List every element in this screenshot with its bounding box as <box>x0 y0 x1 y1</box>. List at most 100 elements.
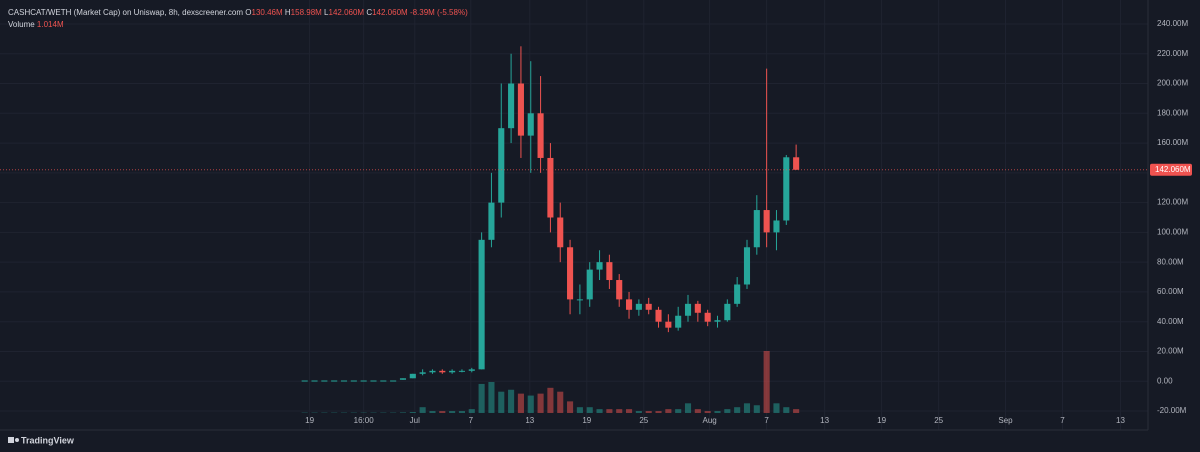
candle-body <box>409 373 416 379</box>
c-label: C <box>366 8 372 17</box>
volume-bar <box>488 382 495 413</box>
brand: TradingView <box>21 435 75 445</box>
volume-bar <box>399 412 407 413</box>
x-tick-label: 25 <box>934 416 943 425</box>
candle-body <box>714 320 721 322</box>
o-value: 130.46M <box>252 8 283 17</box>
o-label: O <box>245 8 251 17</box>
candle-body <box>498 128 505 203</box>
x-tick-label: Jul <box>410 416 420 425</box>
x-tick-label: 13 <box>1116 416 1125 425</box>
last-price-label: 142.060M <box>1155 165 1191 174</box>
volume-bar <box>419 407 426 413</box>
candle-body <box>783 157 790 221</box>
legend-header: CASHCAT/WETH (Market Cap) on Uniswap, 8h… <box>8 8 468 17</box>
candle-body <box>301 380 308 382</box>
x-tick-label: Sep <box>998 416 1013 425</box>
volume-bar <box>783 407 790 413</box>
candle-body <box>439 370 446 373</box>
candle-body <box>527 113 534 136</box>
last-price-tag <box>1150 163 1192 176</box>
candle-body <box>596 262 603 270</box>
l-label: L <box>324 8 329 17</box>
x-tick-label: 13 <box>525 416 534 425</box>
volume-bar <box>468 409 475 413</box>
volume-bar <box>675 409 682 413</box>
candle-body <box>704 312 711 322</box>
volume-bar <box>763 351 770 413</box>
x-tick-label: 19 <box>877 416 886 425</box>
candle-body <box>606 262 613 281</box>
volume-bar <box>665 409 672 413</box>
volume-bar <box>576 407 583 413</box>
volume-bar <box>449 411 456 413</box>
candle-body <box>734 284 741 304</box>
l-value: 142.060M <box>329 8 365 17</box>
candle-body <box>331 380 338 382</box>
candle-body <box>576 299 583 301</box>
volume-bar <box>409 412 416 413</box>
volume-bar <box>714 411 721 413</box>
y-tick-label: 220.00M <box>1157 49 1188 58</box>
candle-body <box>616 280 623 300</box>
candle-body <box>370 380 377 382</box>
candle-body <box>625 299 633 310</box>
brand-logo[interactable]: TradingView <box>8 435 75 445</box>
candle-body <box>586 269 593 300</box>
candle-body <box>399 378 407 380</box>
candle-body <box>429 370 436 373</box>
y-tick-label: 160.00M <box>1157 138 1188 147</box>
candle-body <box>793 157 800 170</box>
logo-mark <box>15 438 19 442</box>
candle-body <box>321 380 328 382</box>
volume-bar <box>567 401 574 413</box>
candle-body <box>743 247 751 285</box>
x-tick-label: Aug <box>703 416 717 425</box>
candle-body <box>449 370 456 373</box>
x-tick-label: 7 <box>469 416 474 425</box>
candle-body <box>557 217 564 248</box>
candle-body <box>517 83 524 136</box>
volume-bar <box>684 403 692 413</box>
logo-mark <box>8 437 14 443</box>
y-tick-label: 60.00M <box>1157 287 1184 296</box>
volume-bar <box>586 407 593 413</box>
y-tick-label: 80.00M <box>1157 257 1184 266</box>
candle-body <box>350 380 357 382</box>
x-tick-label: 7 <box>764 416 769 425</box>
volume-bar <box>439 411 446 413</box>
candle-body <box>567 247 574 300</box>
candle-body <box>537 113 544 158</box>
volume-bar <box>743 403 751 413</box>
x-tick-label: 7 <box>1060 416 1065 425</box>
volume-bar <box>429 411 436 413</box>
h-label: H <box>285 8 291 17</box>
volume-header: Volume 1.014M <box>8 20 64 29</box>
volume-bar <box>547 387 554 413</box>
candle-body <box>675 315 682 328</box>
candle-body <box>694 303 701 313</box>
candle-body <box>508 83 515 129</box>
candle-body <box>340 380 348 382</box>
candle-body <box>478 239 485 370</box>
candle-body <box>458 370 465 372</box>
h-value: 158.98M <box>291 8 322 17</box>
candle-body <box>753 210 760 248</box>
y-tick-label: 200.00M <box>1157 79 1188 88</box>
y-tick-label: 240.00M <box>1157 19 1188 28</box>
candle-body <box>684 303 692 316</box>
y-tick-label: 120.00M <box>1157 198 1188 207</box>
x-tick-label: 16:00 <box>354 416 375 425</box>
candle-body <box>635 303 642 310</box>
volume-bar <box>753 405 760 413</box>
volume-bar <box>704 411 711 413</box>
x-tick-label: 13 <box>820 416 829 425</box>
candle-body <box>724 303 731 321</box>
candle-body <box>645 303 652 310</box>
volume-bar <box>616 409 623 413</box>
candle-body <box>380 380 387 382</box>
volume-bar <box>557 391 564 413</box>
volume-bar <box>527 395 534 413</box>
